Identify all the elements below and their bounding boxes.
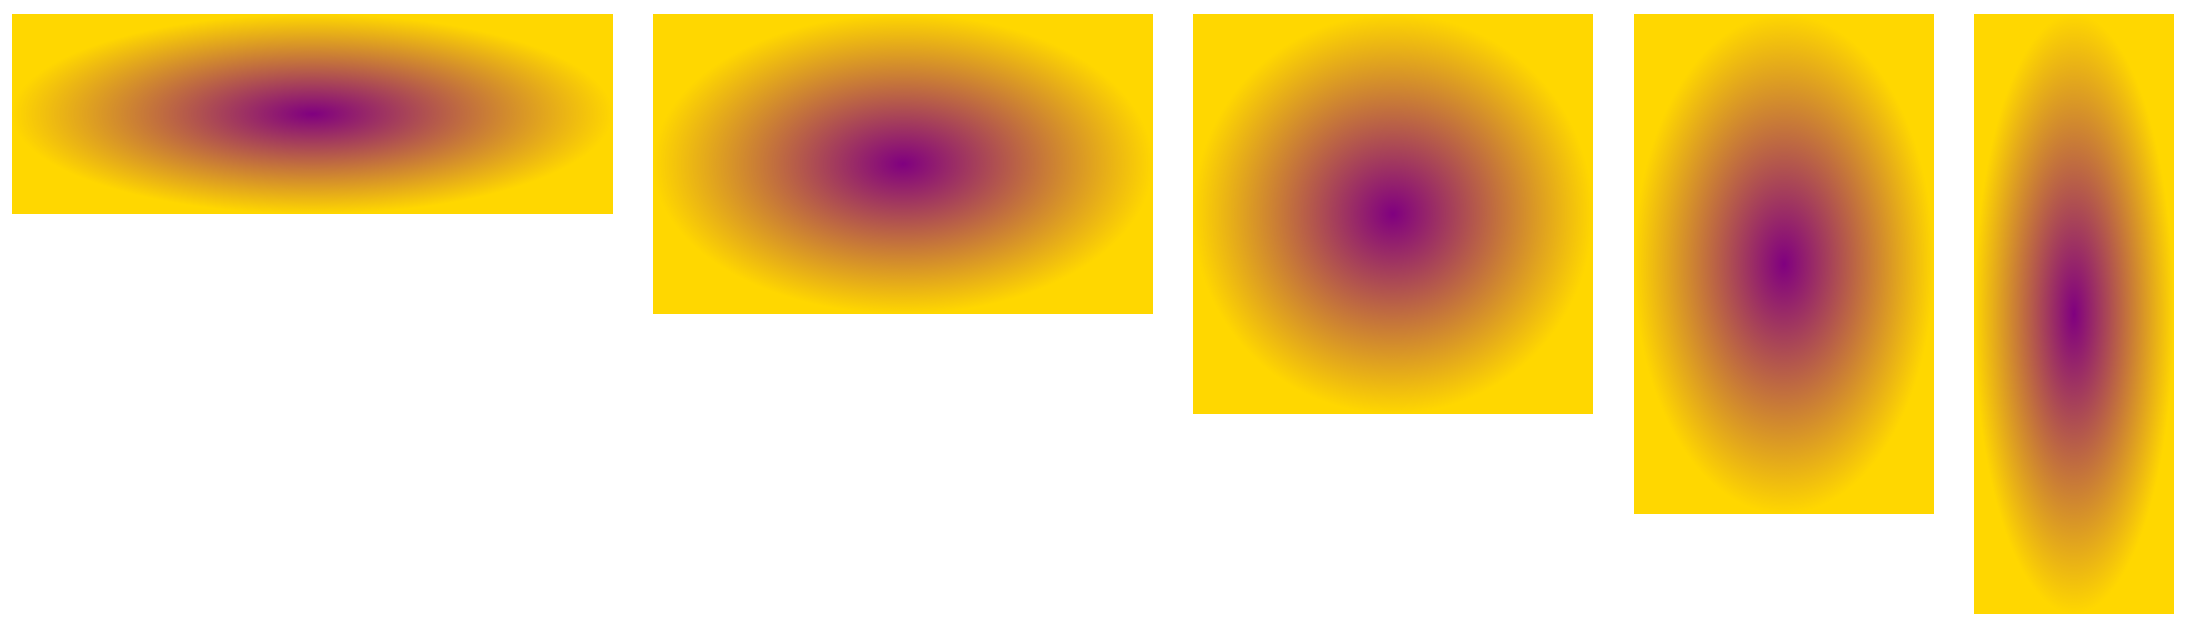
gradient-panel-5 [1974,14,2174,614]
gradient-panel-4 [1634,14,1934,514]
gradient-panel-2 [653,14,1153,314]
gradient-panel-3 [1193,14,1593,414]
gradient-panel-1 [12,14,613,214]
